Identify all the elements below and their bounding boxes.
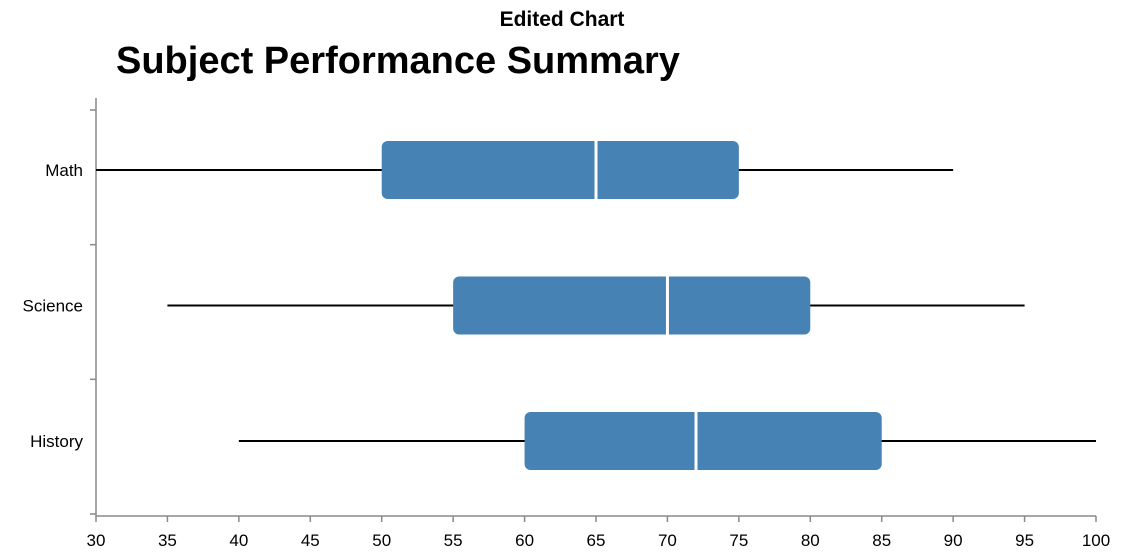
x-tick-label: 55 bbox=[444, 531, 463, 550]
y-tick-label: History bbox=[30, 432, 83, 451]
marks-group bbox=[96, 141, 1096, 470]
x-tick-label: 95 bbox=[1015, 531, 1034, 550]
x-tick-label: 45 bbox=[301, 531, 320, 550]
y-tick-label: Science bbox=[23, 297, 83, 316]
box-iqr bbox=[453, 276, 811, 335]
box-iqr bbox=[381, 141, 739, 199]
chart-header: Edited Chart bbox=[499, 8, 625, 31]
x-tick-label: 90 bbox=[944, 531, 963, 550]
x-tick-label: 80 bbox=[801, 531, 820, 550]
x-tick-label: 50 bbox=[372, 531, 391, 550]
x-tick-label: 40 bbox=[229, 531, 248, 550]
x-tick-label: 75 bbox=[729, 531, 748, 550]
x-tick-label: 70 bbox=[658, 531, 677, 550]
x-tick-label: 30 bbox=[87, 531, 106, 550]
box-iqr bbox=[524, 412, 882, 470]
x-tick-label: 65 bbox=[587, 531, 606, 550]
x-tick-label: 35 bbox=[158, 531, 177, 550]
axes-group: 30 35 40 45 50 55 60 65 70 75 80 85 90 95 100 Math Scien… bbox=[23, 98, 1110, 550]
y-tick-label: Math bbox=[45, 161, 83, 180]
x-tick-label: 100 bbox=[1082, 531, 1110, 550]
x-tick-label: 60 bbox=[515, 531, 534, 550]
chart-title: Subject Performance Summary bbox=[116, 40, 680, 82]
x-tick-label: 85 bbox=[872, 531, 891, 550]
